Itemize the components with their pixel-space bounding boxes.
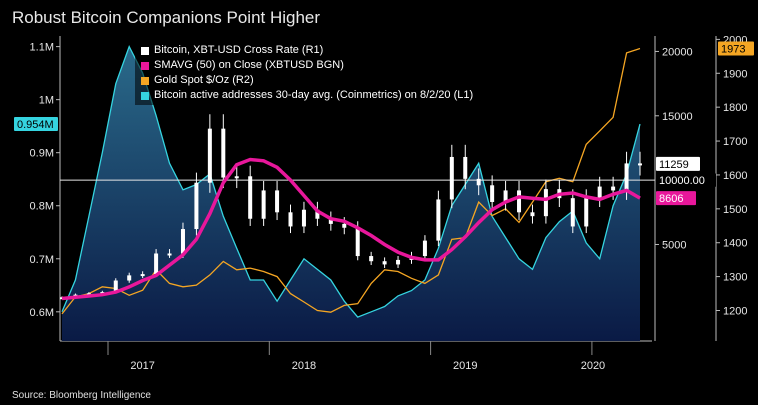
btc-bar xyxy=(597,186,602,199)
legend-item: Bitcoin active addresses 30-day avg. (Co… xyxy=(141,88,473,103)
btc-bar xyxy=(194,182,199,230)
btc-bar xyxy=(503,190,508,203)
legend-label: Bitcoin, XBT-USD Cross Rate (R1) xyxy=(154,44,324,56)
legend-swatch xyxy=(141,46,149,55)
btc-bar xyxy=(221,128,226,178)
right2-tick-label: 1400 xyxy=(723,238,747,250)
right2-tick-label: 1600 xyxy=(723,170,747,182)
legend-swatch xyxy=(141,61,149,70)
btc-bar xyxy=(315,209,320,219)
right1-tick-label: 15000 xyxy=(662,111,693,123)
btc-bar xyxy=(288,212,293,227)
x-tick-label: 2017 xyxy=(130,360,154,372)
active-addresses-area xyxy=(62,46,640,341)
legend-label: SMAVG (50) on Close (XBTUSD BGN) xyxy=(154,59,344,71)
gold-callout: 1973 xyxy=(721,44,745,56)
btc-bar xyxy=(275,190,280,213)
left-tick-label: 0.7M xyxy=(30,254,54,266)
legend-swatch xyxy=(141,91,149,100)
left-tick-label: 1.1M xyxy=(30,42,54,54)
btc-bar xyxy=(154,253,159,275)
btc-bar xyxy=(342,223,347,228)
x-tick-label: 2020 xyxy=(581,360,605,372)
btc-bar xyxy=(140,274,145,277)
btc-bar xyxy=(113,280,118,293)
sma-callout: 8606 xyxy=(659,193,683,205)
left-tick-label: 0.9M xyxy=(30,148,54,160)
sma-line xyxy=(61,157,641,301)
chart-title: Robust Bitcoin Companions Point Higher xyxy=(12,8,321,27)
chart-source: Source: Bloomberg Intelligence xyxy=(12,390,151,401)
btc-bar xyxy=(624,163,629,191)
legend: Bitcoin, XBT-USD Cross Rate (R1) SMAVG (… xyxy=(135,41,480,105)
legend-item: Gold Spot $/Oz (R2) xyxy=(141,73,473,88)
btc-bar xyxy=(517,190,522,213)
x-axis-ticks: 2017 2018 2019 2020 xyxy=(107,341,605,372)
btc-bar xyxy=(234,176,239,179)
btc-bar xyxy=(570,198,575,227)
right2-tick-label: 1300 xyxy=(723,272,747,284)
btc-bar xyxy=(328,218,333,224)
left-tick-label: 0.8M xyxy=(30,201,54,213)
btc-bar xyxy=(355,227,360,257)
right2-tick-label: 1500 xyxy=(723,204,747,216)
axes: 0.6M 0.7M 0.8M 0.9M 1M 1.1M 5000 15000 20000 1200… xyxy=(30,34,747,342)
btc-bar xyxy=(261,190,266,219)
btc-bar xyxy=(422,240,427,257)
ref-callout: 10000.00 xyxy=(659,175,705,187)
gold-callout-box xyxy=(718,41,754,56)
sma-callout-box xyxy=(656,191,696,206)
btc-bar xyxy=(584,198,589,227)
btc-bar xyxy=(449,156,454,200)
right2-tick-label: 1200 xyxy=(723,306,747,318)
legend-item: SMAVG (50) on Close (XBTUSD BGN) xyxy=(141,58,473,73)
legend-label: Gold Spot $/Oz (R2) xyxy=(154,74,254,86)
btc-bar xyxy=(543,189,548,217)
right2-tick-label: 1800 xyxy=(723,102,747,114)
legend-swatch xyxy=(141,76,149,85)
btc-bar xyxy=(167,253,172,256)
btc-bar xyxy=(463,156,468,179)
x-tick-label: 2018 xyxy=(292,360,316,372)
left-callout-box xyxy=(14,117,58,132)
btc-bar xyxy=(382,261,387,265)
right2-tick-label: 1900 xyxy=(723,68,747,80)
callouts: 0.954M 1973 11259 10000.00 8606 xyxy=(14,41,754,206)
bitcoin-bars xyxy=(60,114,642,300)
btc-bar xyxy=(180,229,185,254)
btc-bar xyxy=(369,256,374,262)
btc-bar xyxy=(611,186,616,191)
right1-tick-label: 20000 xyxy=(662,46,693,58)
legend-item: Bitcoin, XBT-USD Cross Rate (R1) xyxy=(141,43,473,58)
legend-label: Bitcoin active addresses 30-day avg. (Co… xyxy=(154,89,474,101)
active-addresses-line xyxy=(61,44,641,318)
right2-tick-label: 1700 xyxy=(723,136,747,148)
btc-bar xyxy=(396,259,401,265)
btc-bar xyxy=(207,128,212,183)
x-tick-label: 2019 xyxy=(453,360,477,372)
right1-tick-label: 5000 xyxy=(662,239,686,251)
btc-bar xyxy=(490,185,495,203)
left-callout: 0.954M xyxy=(17,119,54,131)
btc-callout: 11259 xyxy=(659,159,689,171)
btc-bar xyxy=(127,275,132,281)
left-tick-label: 1M xyxy=(39,95,54,107)
btc-bar xyxy=(530,212,535,217)
btc-bar xyxy=(301,209,306,227)
btc-bar xyxy=(248,176,253,219)
btc-callout-box xyxy=(656,156,700,171)
ref-callout-box xyxy=(656,173,716,188)
left-tick-label: 0.6M xyxy=(30,307,54,319)
btc-bar xyxy=(476,178,481,186)
btc-bar xyxy=(638,163,642,166)
btc-bar xyxy=(436,199,441,241)
